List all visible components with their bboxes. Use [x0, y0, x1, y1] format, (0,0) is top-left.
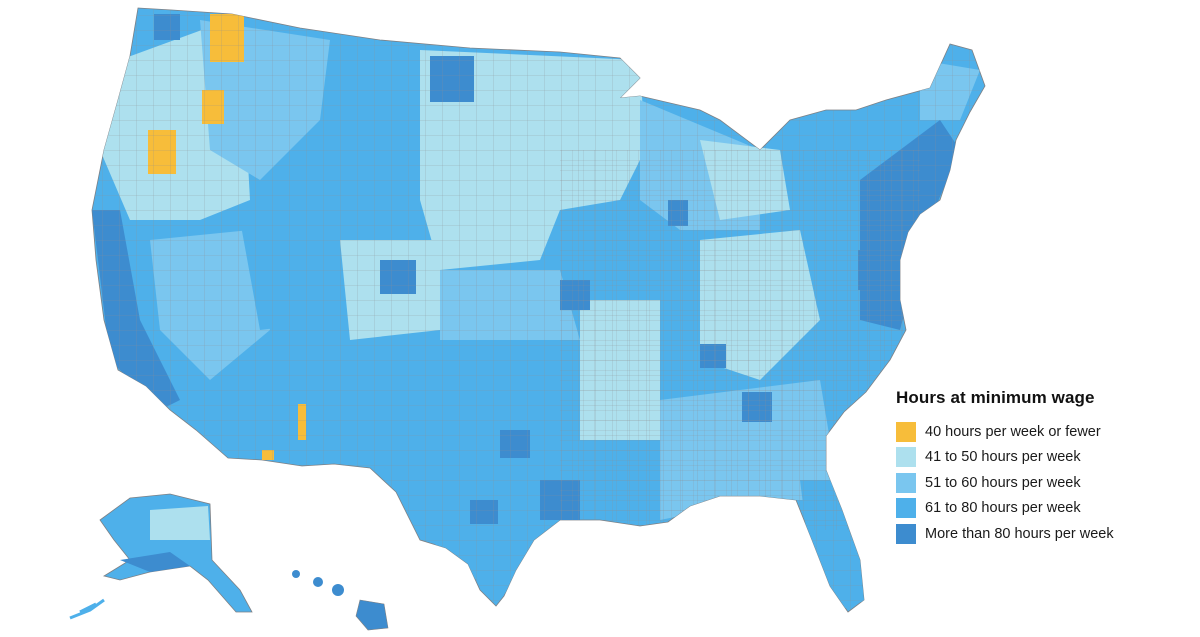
alaska-shape: [99, 493, 253, 613]
hawaii-island-1: [292, 570, 300, 578]
legend: Hours at minimum wage 40 hours per week …: [896, 388, 1186, 547]
alaska-dark: [120, 552, 190, 572]
hawaii-big-island: [355, 599, 389, 631]
hawaii-island-3: [332, 584, 344, 596]
legend-label: 41 to 50 hours per week: [925, 449, 1081, 466]
hawaii-island-2: [313, 577, 323, 587]
alaska: [69, 493, 253, 620]
alaska-aleutians: [69, 598, 105, 620]
legend-swatch: [896, 447, 916, 468]
legend-item: 51 to 60 hours per week: [896, 470, 1186, 496]
legend-label: 61 to 80 hours per week: [925, 500, 1081, 517]
legend-label: 51 to 60 hours per week: [925, 474, 1081, 491]
legend-label: More than 80 hours per week: [925, 525, 1114, 542]
alaska-light: [150, 506, 210, 540]
legend-item: 40 hours per week or fewer: [896, 419, 1186, 445]
legend-swatch: [896, 498, 916, 519]
hawaii: [292, 570, 389, 631]
legend-item: 41 to 50 hours per week: [896, 445, 1186, 471]
legend-swatch: [896, 472, 916, 493]
legend-label: 40 hours per week or fewer: [925, 423, 1101, 440]
legend-swatch: [896, 523, 916, 544]
legend-item: More than 80 hours per week: [896, 521, 1186, 547]
legend-item: 61 to 80 hours per week: [896, 496, 1186, 522]
legend-title: Hours at minimum wage: [896, 388, 1095, 407]
legend-swatch: [896, 421, 916, 442]
county-borders-east: [560, 150, 920, 530]
